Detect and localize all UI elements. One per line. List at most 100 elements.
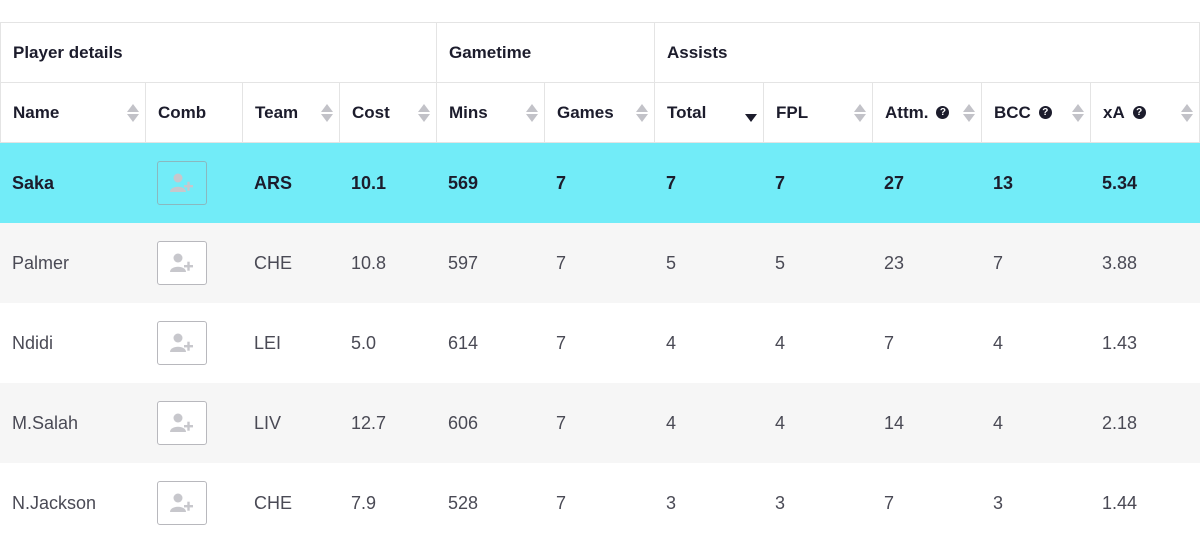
team-cell: CHE [254,252,293,273]
sort-arrows-icon[interactable] [1181,103,1193,123]
add-to-comb-button[interactable] [157,161,207,205]
bcc-cell: 7 [993,252,1004,273]
add-to-comb-button[interactable] [157,401,207,445]
mins-cell: 597 [448,252,479,273]
player-name[interactable]: Saka [12,172,55,193]
fpl-cell: 3 [775,492,786,513]
player-name[interactable]: Palmer [12,252,70,273]
attm-cell: 27 [884,172,905,193]
fpl-cell: 5 [775,252,786,273]
xa-cell: 2.18 [1102,412,1138,433]
column-header-comb: Comb [145,83,242,142]
table-row[interactable]: Saka ARS 10.1 569 7 7 7 27 13 5.34 [0,143,1200,223]
column-header-total[interactable]: Total [654,83,763,142]
sort-arrows-icon[interactable] [321,103,333,123]
total-cell: 5 [666,252,677,273]
xa-cell: 3.88 [1102,252,1138,273]
games-cell: 7 [556,412,567,433]
add-to-comb-button[interactable] [157,481,207,525]
column-header-attm[interactable]: Attm. ? [872,83,981,142]
help-circle-icon[interactable]: ? [1038,106,1052,119]
comb-cell [145,383,242,463]
column-header-cost[interactable]: Cost [339,83,436,142]
table-row[interactable]: N.Jackson CHE 7.9 528 7 3 3 7 3 1.44 [0,463,1200,543]
column-header-fpl[interactable]: FPL [763,83,872,142]
mins-cell: 569 [448,172,479,193]
sort-arrows-icon[interactable] [526,103,538,123]
table-row[interactable]: Palmer CHE 10.8 597 7 5 5 23 7 3.88 [0,223,1200,303]
add-to-comb-button[interactable] [157,241,207,285]
sort-arrows-icon[interactable] [1072,103,1084,123]
mins-cell: 614 [448,332,479,353]
mins-cell: 528 [448,492,479,513]
help-circle-icon[interactable]: ? [1132,106,1146,119]
comb-cell [145,303,242,383]
stats-table: Player details Gametime Assists Name Com… [0,22,1200,543]
mins-cell: 606 [448,412,479,433]
column-label: FPL [776,102,809,122]
sort-arrows-icon[interactable] [745,103,757,123]
column-label: xA [1103,102,1125,122]
sort-arrows-icon[interactable] [418,103,430,123]
group-assists: Assists [654,23,1200,82]
player-name[interactable]: Ndidi [12,332,54,353]
column-header-games[interactable]: Games [544,83,654,142]
games-cell: 7 [556,492,567,513]
xa-cell: 1.44 [1102,492,1138,513]
total-cell: 4 [666,332,677,353]
table-body: Saka ARS 10.1 569 7 7 7 27 13 5.34 Palme… [0,143,1200,543]
player-name[interactable]: N.Jackson [12,492,97,513]
bcc-cell: 4 [993,412,1004,433]
sort-arrows-icon[interactable] [854,103,866,123]
column-label: Team [255,102,299,122]
bcc-cell: 3 [993,492,1004,513]
games-cell: 7 [556,172,567,193]
column-label: Name [13,102,60,122]
fpl-cell: 7 [775,172,786,193]
column-label: Games [557,102,614,122]
add-to-comb-button[interactable] [157,321,207,365]
table-row[interactable]: M.Salah LIV 12.7 606 7 4 4 14 4 2.18 [0,383,1200,463]
comb-cell [145,223,242,303]
sort-arrows-icon[interactable] [963,103,975,123]
comb-cell [145,463,242,543]
sort-arrows-icon[interactable] [127,103,139,123]
attm-cell: 7 [884,492,895,513]
cost-cell: 5.0 [351,332,377,353]
group-header-row: Player details Gametime Assists [0,23,1200,83]
column-header-team[interactable]: Team [242,83,339,142]
player-name[interactable]: M.Salah [12,412,79,433]
add-user-icon [170,333,193,352]
games-cell: 7 [556,252,567,273]
attm-cell: 7 [884,332,895,353]
bcc-cell: 13 [993,172,1014,193]
team-cell: LIV [254,412,282,433]
column-header-name[interactable]: Name [0,83,145,142]
column-label: BCC [994,102,1031,122]
group-player-details: Player details [0,23,436,82]
attm-cell: 14 [884,412,905,433]
total-cell: 3 [666,492,677,513]
total-cell: 7 [666,172,677,193]
xa-cell: 5.34 [1102,172,1138,193]
column-label: Cost [352,102,390,122]
team-cell: LEI [254,332,282,353]
group-gametime: Gametime [436,23,654,82]
add-user-icon [170,493,193,512]
column-header-row: Name Comb Team Cost Mins Games Total FPL [0,83,1200,143]
column-label: Attm. [885,102,929,122]
column-header-xa[interactable]: xA ? [1090,83,1200,142]
fpl-cell: 4 [775,332,786,353]
cost-cell: 10.1 [351,172,387,193]
team-cell: ARS [254,172,293,193]
column-header-mins[interactable]: Mins [436,83,544,142]
help-circle-icon[interactable]: ? [936,106,950,119]
team-cell: CHE [254,492,293,513]
total-cell: 4 [666,412,677,433]
xa-cell: 1.43 [1102,332,1138,353]
comb-cell [145,143,242,223]
sort-arrows-icon[interactable] [636,103,648,123]
table-row[interactable]: Ndidi LEI 5.0 614 7 4 4 7 4 1.43 [0,303,1200,383]
column-header-bcc[interactable]: BCC ? [981,83,1090,142]
bcc-cell: 4 [993,332,1004,353]
